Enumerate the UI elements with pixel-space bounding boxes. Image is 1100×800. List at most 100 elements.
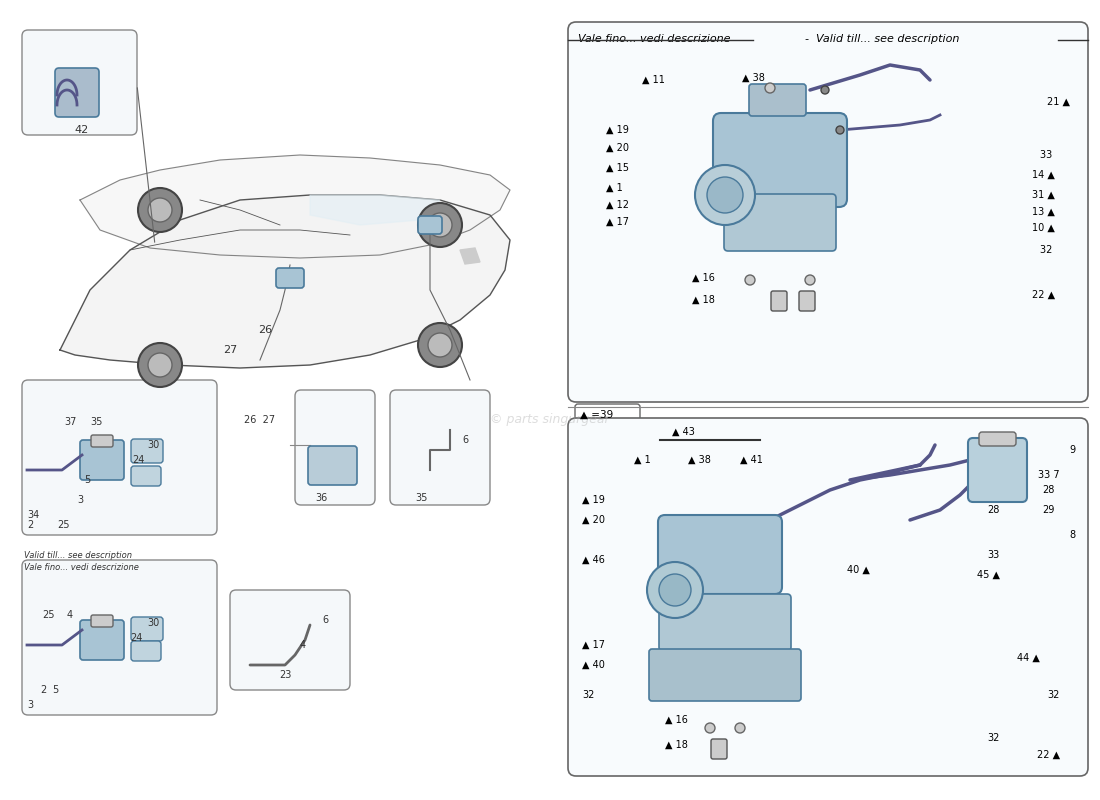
Text: 29: 29 bbox=[1043, 505, 1055, 515]
Circle shape bbox=[148, 353, 172, 377]
Circle shape bbox=[821, 86, 829, 94]
FancyBboxPatch shape bbox=[711, 739, 727, 759]
FancyBboxPatch shape bbox=[418, 216, 442, 234]
Text: 35: 35 bbox=[90, 417, 102, 427]
Text: 34: 34 bbox=[28, 510, 40, 520]
Text: ▲ 18: ▲ 18 bbox=[692, 295, 715, 305]
FancyBboxPatch shape bbox=[22, 30, 138, 135]
Text: 28: 28 bbox=[988, 505, 1000, 515]
FancyBboxPatch shape bbox=[658, 515, 782, 594]
Text: 37: 37 bbox=[64, 417, 76, 427]
FancyBboxPatch shape bbox=[80, 440, 124, 480]
Circle shape bbox=[705, 723, 715, 733]
Text: 30: 30 bbox=[147, 618, 160, 628]
Text: 32: 32 bbox=[988, 733, 1000, 743]
Text: Vale fino... vedi descrizione: Vale fino... vedi descrizione bbox=[578, 34, 730, 44]
Text: 26: 26 bbox=[257, 325, 272, 335]
Text: 24: 24 bbox=[132, 455, 144, 465]
Text: 32: 32 bbox=[1040, 245, 1055, 255]
FancyBboxPatch shape bbox=[22, 380, 217, 535]
Circle shape bbox=[428, 333, 452, 357]
Polygon shape bbox=[310, 195, 440, 225]
Text: ▲ 40: ▲ 40 bbox=[582, 660, 605, 670]
Text: ▲ 20: ▲ 20 bbox=[582, 515, 605, 525]
Text: 32: 32 bbox=[582, 690, 594, 700]
Text: Valid till... see description: Valid till... see description bbox=[24, 551, 132, 560]
Text: 6: 6 bbox=[462, 435, 469, 445]
Polygon shape bbox=[460, 248, 480, 264]
FancyBboxPatch shape bbox=[575, 404, 640, 426]
Text: ▲ 17: ▲ 17 bbox=[582, 640, 605, 650]
Text: 3: 3 bbox=[77, 495, 84, 505]
Text: 32: 32 bbox=[1047, 690, 1060, 700]
Text: 25: 25 bbox=[57, 520, 69, 530]
FancyBboxPatch shape bbox=[649, 649, 801, 701]
Text: ▲ 20: ▲ 20 bbox=[606, 143, 629, 153]
FancyBboxPatch shape bbox=[91, 435, 113, 447]
Text: 33 7: 33 7 bbox=[1038, 470, 1060, 480]
FancyBboxPatch shape bbox=[22, 560, 217, 715]
FancyBboxPatch shape bbox=[568, 22, 1088, 402]
Text: 22 ▲: 22 ▲ bbox=[1037, 750, 1060, 760]
Text: -  Valid till... see description: - Valid till... see description bbox=[798, 34, 959, 44]
FancyBboxPatch shape bbox=[131, 641, 161, 661]
Circle shape bbox=[138, 343, 182, 387]
FancyBboxPatch shape bbox=[799, 291, 815, 311]
FancyBboxPatch shape bbox=[390, 390, 490, 505]
Polygon shape bbox=[60, 195, 510, 368]
Text: ▲ 17: ▲ 17 bbox=[606, 217, 629, 227]
Text: 9: 9 bbox=[1069, 445, 1075, 455]
FancyBboxPatch shape bbox=[659, 594, 791, 651]
Text: 36: 36 bbox=[315, 493, 328, 503]
Circle shape bbox=[764, 83, 776, 93]
FancyBboxPatch shape bbox=[91, 615, 113, 627]
Circle shape bbox=[428, 213, 452, 237]
FancyBboxPatch shape bbox=[295, 390, 375, 505]
Text: ▲ 38: ▲ 38 bbox=[742, 73, 764, 83]
Circle shape bbox=[647, 562, 703, 618]
Text: 33: 33 bbox=[988, 550, 1000, 560]
Circle shape bbox=[418, 323, 462, 367]
Text: 28: 28 bbox=[1043, 485, 1055, 495]
Text: ▲ 15: ▲ 15 bbox=[606, 163, 629, 173]
Text: ▲ 12: ▲ 12 bbox=[606, 200, 629, 210]
FancyBboxPatch shape bbox=[968, 438, 1027, 502]
Text: 44 ▲: 44 ▲ bbox=[1018, 653, 1040, 663]
Text: ▲ 46: ▲ 46 bbox=[582, 555, 605, 565]
Circle shape bbox=[836, 126, 844, 134]
Text: ▲ 16: ▲ 16 bbox=[692, 273, 715, 283]
Circle shape bbox=[707, 177, 743, 213]
Text: 22 ▲: 22 ▲ bbox=[1032, 290, 1055, 300]
Text: 5: 5 bbox=[52, 685, 58, 695]
Circle shape bbox=[148, 198, 172, 222]
Text: 45 ▲: 45 ▲ bbox=[977, 570, 1000, 580]
Text: ▲ 11: ▲ 11 bbox=[642, 75, 664, 85]
FancyBboxPatch shape bbox=[308, 446, 358, 485]
Text: 33: 33 bbox=[1040, 150, 1055, 160]
Circle shape bbox=[659, 574, 691, 606]
Text: 35: 35 bbox=[415, 493, 428, 503]
FancyBboxPatch shape bbox=[568, 418, 1088, 776]
Text: ▲ 43: ▲ 43 bbox=[672, 427, 695, 437]
Text: 4: 4 bbox=[67, 610, 73, 620]
FancyBboxPatch shape bbox=[749, 84, 806, 116]
Text: ▲ =39: ▲ =39 bbox=[580, 410, 614, 420]
FancyBboxPatch shape bbox=[724, 194, 836, 251]
Text: 10 ▲: 10 ▲ bbox=[1032, 223, 1055, 233]
Text: 30: 30 bbox=[147, 440, 160, 450]
Text: 6: 6 bbox=[322, 615, 328, 625]
Circle shape bbox=[138, 188, 182, 232]
FancyBboxPatch shape bbox=[979, 432, 1016, 446]
FancyBboxPatch shape bbox=[131, 439, 163, 463]
Text: Vale fino... vedi descrizione: Vale fino... vedi descrizione bbox=[24, 563, 139, 572]
Text: ▲ 19: ▲ 19 bbox=[606, 125, 629, 135]
Circle shape bbox=[745, 275, 755, 285]
FancyBboxPatch shape bbox=[131, 617, 163, 641]
FancyBboxPatch shape bbox=[230, 590, 350, 690]
FancyBboxPatch shape bbox=[80, 620, 124, 660]
Text: 8: 8 bbox=[1069, 530, 1075, 540]
Circle shape bbox=[695, 165, 755, 225]
FancyBboxPatch shape bbox=[55, 68, 99, 117]
Text: ▲ 18: ▲ 18 bbox=[666, 740, 688, 750]
Text: 31 ▲: 31 ▲ bbox=[1032, 190, 1055, 200]
